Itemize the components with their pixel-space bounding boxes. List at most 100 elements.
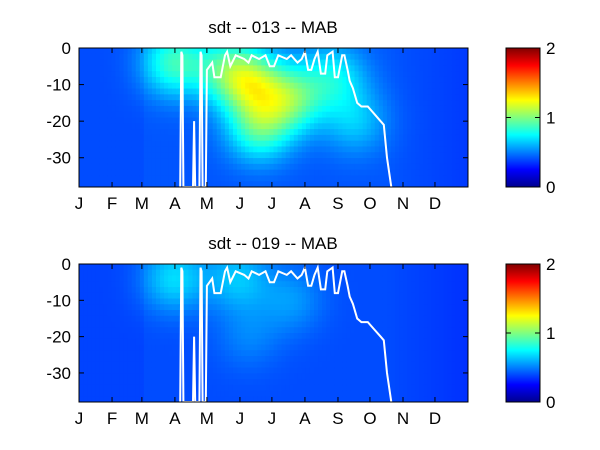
heatmap-cell — [439, 140, 445, 148]
heatmap-cell — [151, 264, 157, 271]
heatmap-cell — [164, 281, 169, 288]
heatmap-cell — [350, 327, 356, 334]
heatmap-cell — [87, 117, 92, 124]
heatmap-cell — [423, 82, 429, 90]
heatmap-cell — [411, 53, 416, 61]
heatmap-cell — [309, 361, 315, 369]
heatmap-cell — [143, 129, 149, 136]
heatmap-cell — [330, 327, 335, 334]
heatmap-cell — [451, 65, 457, 72]
heatmap-cell — [208, 169, 214, 177]
heatmap-cell — [338, 163, 343, 171]
heatmap-cell — [334, 71, 339, 78]
heatmap-cell — [196, 281, 202, 288]
heatmap-cell — [305, 129, 311, 136]
heatmap-cell — [301, 163, 307, 171]
heatmap-cell — [443, 304, 449, 311]
heatmap-cell — [87, 134, 92, 142]
heatmap-cell — [366, 117, 372, 124]
heatmap-cell — [168, 82, 173, 90]
heatmap-cell — [309, 287, 315, 294]
heatmap-cell — [135, 181, 141, 187]
heatmap-cell — [407, 105, 412, 113]
heatmap-cell — [119, 65, 125, 72]
heatmap-cell — [451, 48, 457, 55]
heatmap-cell — [269, 321, 275, 328]
heatmap-cell — [297, 275, 303, 282]
heatmap-cell — [439, 304, 445, 311]
heatmap-cell — [334, 94, 339, 101]
heatmap-cell — [131, 269, 137, 277]
heatmap-cell — [305, 71, 311, 78]
heatmap-cell — [423, 134, 429, 142]
heatmap-cell — [212, 94, 218, 101]
heatmap-cell — [419, 76, 425, 84]
heatmap-cell — [269, 100, 275, 107]
heatmap-cell — [224, 59, 230, 66]
heatmap-cell — [391, 298, 396, 305]
heatmap-cell — [403, 158, 408, 165]
heatmap-cell — [249, 163, 254, 171]
heatmap-cell — [354, 321, 360, 328]
heatmap-cell — [123, 298, 129, 305]
heatmap-cell — [212, 264, 218, 271]
heatmap-cell — [103, 48, 108, 55]
heatmap-cell — [342, 333, 348, 340]
heatmap-cell — [374, 146, 380, 153]
heatmap-cell — [83, 163, 88, 171]
heatmap-cell — [439, 356, 445, 363]
heatmap-cell — [265, 333, 271, 340]
heatmap-cell — [391, 321, 396, 328]
heatmap-cell — [342, 181, 348, 187]
heatmap-cell — [293, 82, 299, 90]
heatmap-cell — [147, 281, 153, 288]
heatmap-cell — [366, 94, 372, 101]
heatmap-cell — [232, 315, 238, 323]
heatmap-cell — [212, 281, 218, 288]
heatmap-cell — [220, 175, 226, 182]
heatmap-cell — [459, 321, 465, 328]
heatmap-cell — [435, 350, 441, 357]
heatmap-cell — [362, 158, 368, 165]
heatmap-cell — [431, 71, 437, 78]
heatmap-cell — [334, 292, 339, 300]
heatmap-cell — [253, 379, 258, 386]
heatmap-cell — [322, 390, 327, 397]
heatmap-cell — [309, 163, 315, 171]
heatmap-cell — [139, 367, 145, 374]
heatmap-cell — [350, 269, 356, 277]
heatmap-cell — [399, 48, 404, 55]
heatmap-cell — [350, 333, 356, 340]
heatmap-cell — [151, 181, 157, 187]
heatmap-cell — [119, 59, 125, 66]
heatmap-cell — [139, 152, 145, 159]
heatmap-cell — [216, 310, 222, 317]
heatmap-cell — [208, 117, 214, 124]
heatmap-cell — [253, 163, 258, 171]
heatmap-cell — [208, 315, 214, 323]
heatmap-cell — [155, 373, 161, 380]
heatmap-cell — [216, 71, 222, 78]
heatmap-cell — [374, 181, 380, 187]
heatmap-cell — [228, 304, 234, 311]
heatmap-cell — [289, 48, 295, 55]
heatmap-cell — [139, 100, 145, 107]
heatmap-cell — [257, 292, 262, 300]
heatmap-cell — [407, 310, 412, 317]
heatmap-cell — [232, 321, 238, 328]
heatmap-cell — [172, 361, 177, 369]
heatmap-cell — [127, 88, 133, 95]
heatmap-cell — [273, 158, 279, 165]
heatmap-cell — [362, 94, 368, 101]
heatmap-cell — [370, 117, 376, 124]
heatmap-cell — [143, 361, 149, 369]
heatmap-cell — [415, 298, 420, 305]
heatmap-cell — [168, 333, 173, 340]
heatmap-cell — [318, 390, 323, 397]
heatmap-cell — [277, 356, 283, 363]
heatmap-cell — [147, 146, 153, 153]
heatmap-cell — [322, 88, 327, 95]
heatmap-cell — [463, 82, 468, 90]
heatmap-cell — [419, 338, 425, 346]
heatmap-cell — [354, 350, 360, 357]
